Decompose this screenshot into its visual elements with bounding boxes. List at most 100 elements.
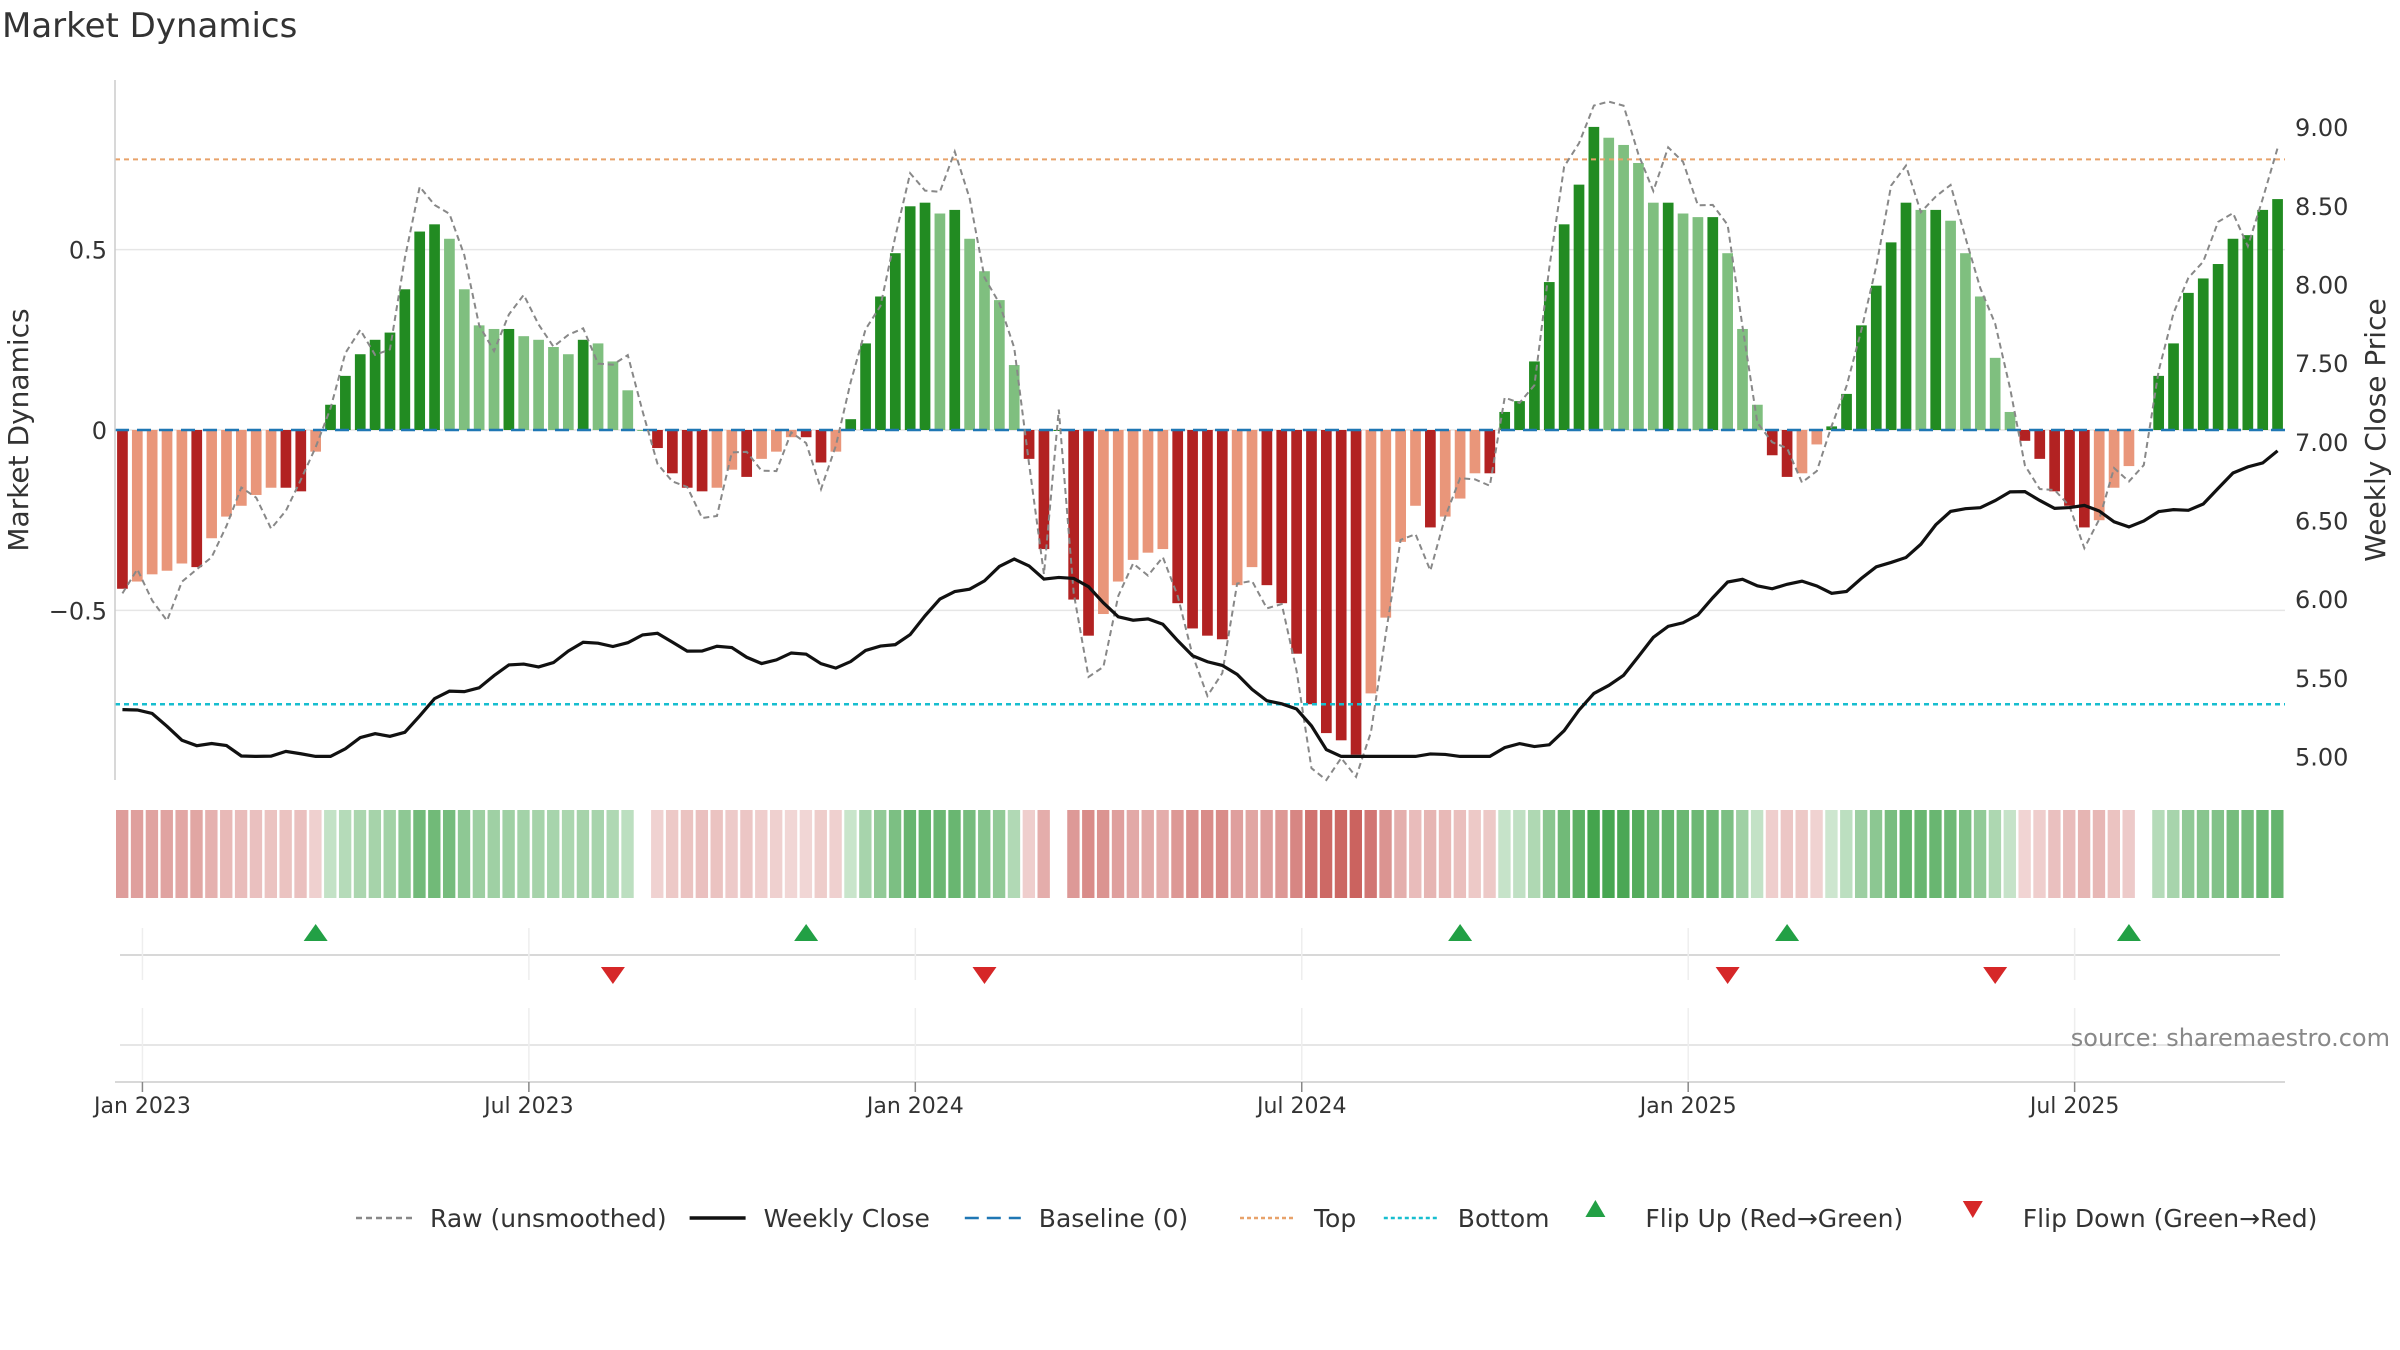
legend-item: Bottom [1383, 1204, 1550, 1233]
heat-cell [888, 810, 902, 898]
flip-up-marker [1448, 924, 1473, 941]
dynamics-bar [548, 347, 559, 430]
dynamics-bar [934, 213, 946, 430]
dynamics-bar [979, 271, 990, 430]
dynamics-bar [206, 430, 217, 539]
y-right-tick-label: 5.50 [2295, 665, 2348, 693]
dynamics-bar [622, 390, 634, 430]
dynamics-bar [1588, 126, 1600, 430]
heat-cell [651, 810, 664, 898]
level-lines [115, 158, 2285, 706]
dynamics-bar [1484, 430, 1496, 474]
dynamics-bar [533, 339, 544, 430]
dynamics-bar [667, 430, 678, 474]
dynamics-bar [1216, 430, 1228, 640]
dynamics-bar [131, 430, 143, 582]
heat-cell [933, 810, 946, 898]
dynamics-bar [399, 289, 411, 430]
dynamics-bar [1276, 430, 1288, 604]
heat-cell [591, 810, 604, 898]
dynamics-bar [815, 430, 827, 463]
dynamics-bar [473, 325, 485, 430]
heat-cell [1096, 810, 1110, 898]
dynamics-bar [414, 231, 426, 430]
heat-cell [502, 810, 515, 898]
flip-markers-panel [120, 924, 2280, 984]
watermark: source: sharemaestro.com [2071, 1024, 2390, 1052]
dynamics-bar [1023, 430, 1035, 459]
dynamics-bar [1915, 209, 1927, 430]
dynamics-bar [875, 296, 886, 430]
heat-cell [1394, 810, 1407, 898]
heat-cell [844, 810, 857, 898]
heat-cell [1453, 810, 1467, 898]
dynamics-bar [1603, 137, 1615, 430]
heat-cell [413, 810, 426, 898]
dynamics-bar [2272, 199, 2283, 430]
dynamics-bar [993, 300, 1005, 430]
heat-cell [398, 810, 411, 898]
dynamics-bar [250, 430, 262, 495]
dynamics-bar [1930, 209, 1942, 430]
heat-cell [1201, 810, 1214, 898]
dynamics-bar [1885, 242, 1897, 430]
dynamics-bar [503, 328, 515, 430]
legend-item: Top [1240, 1204, 1356, 1233]
heat-cell [2092, 810, 2106, 898]
dynamics-bar [2049, 430, 2060, 492]
dynamics-bar [1781, 430, 1793, 477]
dynamics-bar [1618, 144, 1629, 430]
y-left-tick-label: 0.5 [69, 237, 107, 265]
dynamics-bar [2004, 411, 2016, 430]
heat-cell [264, 810, 277, 898]
heat-cell [799, 810, 813, 898]
dynamics-bar [1261, 430, 1273, 586]
legend-label: Top [1313, 1204, 1356, 1233]
heat-cell [859, 810, 872, 898]
dynamics-bar [221, 430, 232, 517]
dynamics-bar [652, 430, 663, 449]
flip-up-marker [2116, 924, 2141, 941]
dynamics-bar [1529, 361, 1540, 430]
heat-cell [2018, 810, 2031, 898]
dynamics-bar [444, 238, 455, 430]
x-axis: Jan 2023 Jul 2023 Jan 2024 Jul 2024 Jan 2025… [92, 1081, 2285, 1119]
dynamics-bar [1157, 430, 1169, 550]
flip-up-marker [794, 924, 819, 941]
dynamics-bar [919, 202, 931, 430]
x-tick-label: Jul 2025 [2028, 1094, 2120, 1119]
dynamics-bar [2064, 430, 2075, 506]
heat-cell [220, 810, 233, 898]
heat-cell [1513, 810, 1526, 898]
dynamics-bar [1053, 430, 1065, 431]
heat-cell [1305, 810, 1318, 898]
heat-cell [160, 810, 173, 898]
dynamics-bar [2242, 235, 2254, 430]
dynamics-bar [1454, 430, 1466, 499]
heat-cell [1141, 810, 1154, 898]
legend-item: Baseline (0) [964, 1204, 1188, 1233]
dynamics-bar [1796, 430, 1808, 474]
dynamics-bar [488, 328, 500, 430]
heat-cell [1661, 810, 1675, 898]
heat-cell [1750, 810, 1764, 898]
heat-cell [1721, 810, 1734, 898]
heat-cell [948, 810, 961, 898]
legend-label: Raw (unsmoothed) [430, 1204, 667, 1233]
heat-cell [1572, 810, 1585, 898]
dynamics-bar [562, 354, 574, 430]
heat-cell [2107, 810, 2121, 898]
heat-cell [2152, 810, 2165, 898]
raw-line [121, 100, 2279, 782]
dynamics-bar [1900, 202, 1912, 430]
heat-cell [1215, 810, 1229, 898]
dynamics-bar [1856, 325, 1867, 430]
heat-cell [1126, 810, 1140, 898]
dynamics-bar [1960, 253, 1971, 430]
dynamics-bar [1737, 328, 1748, 430]
dynamics-bar [1142, 430, 1154, 553]
dynamics-bar [1395, 430, 1407, 542]
dynamics-bar [889, 253, 901, 430]
heat-cell [1082, 810, 1095, 898]
page-title: Market Dynamics [2, 6, 298, 46]
